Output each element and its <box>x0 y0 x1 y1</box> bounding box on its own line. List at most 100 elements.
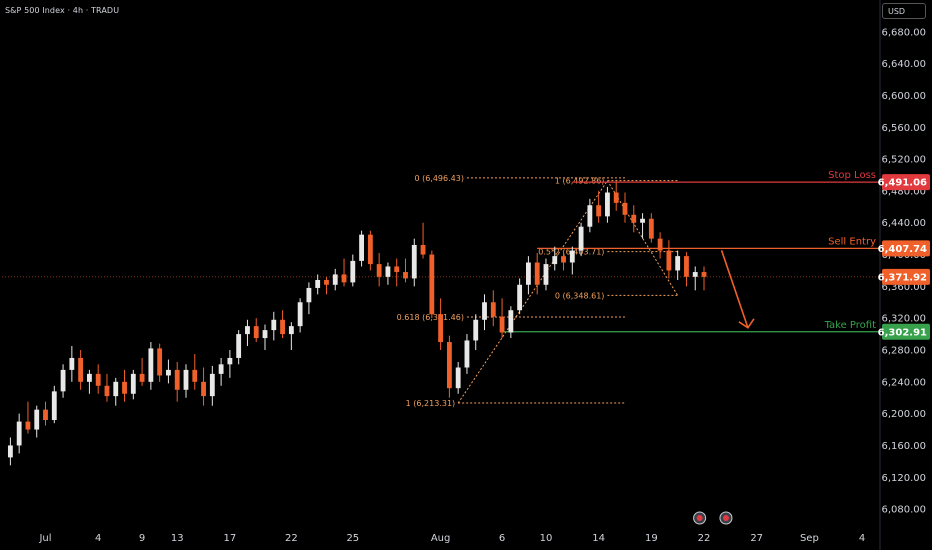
event-icon-dot <box>696 515 703 521</box>
candle-body <box>508 310 514 333</box>
candle-body <box>446 342 452 389</box>
candle-body <box>525 262 531 285</box>
candle-body <box>359 234 365 261</box>
candle-body <box>482 302 487 320</box>
candle-body <box>271 319 277 331</box>
x-tick-label: 25 <box>346 533 359 544</box>
y-tick-label: 6,600.00 <box>881 91 926 102</box>
level-tag <box>882 323 930 340</box>
candle-body <box>464 340 470 368</box>
y-tick-label: 6,560.00 <box>881 123 926 134</box>
candle-body <box>122 381 127 394</box>
x-tick-label: Sep <box>800 533 819 544</box>
y-tick-label: 6,520.00 <box>881 155 926 166</box>
current-price-tag <box>882 268 930 285</box>
candle-body <box>596 205 602 217</box>
x-tick-label: 4 <box>95 533 101 544</box>
candle-body <box>350 260 356 283</box>
trend-line-up <box>457 180 608 404</box>
candle-body <box>69 357 75 370</box>
candle-body <box>78 357 84 382</box>
y-tick-label: 6,280.00 <box>881 346 926 357</box>
x-tick-label: 27 <box>750 533 763 544</box>
y-tick-label: 6,360.00 <box>881 282 926 293</box>
y-tick-label: 6,680.00 <box>881 27 926 38</box>
fib-line-0-label: 0 (6,496.43) <box>414 174 464 183</box>
level-value: 6,407.74 <box>878 244 927 255</box>
candle-body <box>403 272 408 279</box>
candle-body <box>166 369 171 376</box>
fib-r-0-label: 0 (6,348.61) <box>555 291 605 300</box>
candle-body <box>640 218 645 223</box>
candle-body <box>534 262 540 285</box>
level-value: 6,302.91 <box>878 327 927 338</box>
x-tick-label: Aug <box>431 533 451 544</box>
y-tick-label: 6,120.00 <box>881 473 926 484</box>
candle-body <box>113 381 119 397</box>
candle-body <box>341 274 347 283</box>
level-tag <box>882 174 930 191</box>
x-tick-label: 9 <box>139 533 145 544</box>
candle-body <box>385 266 391 277</box>
x-tick-label: 10 <box>540 533 553 544</box>
event-icon-dot <box>722 515 729 521</box>
candle-body <box>587 205 593 227</box>
candle-body <box>306 287 312 303</box>
candle-body <box>25 421 31 430</box>
candle-body <box>675 256 681 271</box>
currency-selector[interactable]: USD <box>882 3 926 19</box>
y-tick-label: 6,200.00 <box>881 409 926 420</box>
y-tick-label: 6,320.00 <box>881 314 926 325</box>
candle-body <box>332 274 338 285</box>
candle-body <box>376 264 382 277</box>
candle-body <box>227 357 233 365</box>
candle-body <box>183 369 189 390</box>
candle-body <box>438 314 444 343</box>
candle-body <box>262 330 268 339</box>
candle-body <box>201 381 206 397</box>
candle-body <box>552 256 558 265</box>
candle-body <box>245 326 250 335</box>
candle-body <box>51 391 57 420</box>
y-tick-label: 6,240.00 <box>881 377 926 388</box>
candle-body <box>157 348 163 376</box>
candle-body <box>130 373 136 394</box>
projection-arrowhead <box>738 318 755 329</box>
y-tick-label: 6,160.00 <box>881 441 926 452</box>
candle-body <box>43 409 48 420</box>
candle-body <box>104 385 110 397</box>
x-tick-label: 22 <box>698 533 711 544</box>
candle-body <box>420 245 426 255</box>
candle-body <box>315 280 321 288</box>
y-tick-label: 6,480.00 <box>881 186 926 197</box>
candle-body <box>613 192 619 203</box>
candle-body <box>288 326 294 335</box>
candle-body <box>666 250 672 271</box>
fib-line-1-label: 1 (6,213.31) <box>406 399 456 408</box>
chart-title: S&P 500 Index · 4h · TRADU <box>5 6 120 15</box>
projection-arrow <box>720 250 749 329</box>
x-tick-label: Jul <box>38 533 51 544</box>
candle-body <box>297 302 303 327</box>
candle-body <box>622 202 628 215</box>
candle-body <box>209 373 215 397</box>
candle-body <box>561 256 566 263</box>
candle-body <box>490 302 496 317</box>
candle-body <box>578 226 584 251</box>
candle-body <box>648 218 654 239</box>
candle-body <box>139 373 145 382</box>
x-tick-label: 19 <box>645 533 658 544</box>
x-tick-label: 13 <box>171 533 184 544</box>
candle-body <box>60 369 66 392</box>
candle-body <box>692 272 698 277</box>
candle-body <box>657 238 663 251</box>
y-tick-label: 6,440.00 <box>881 218 926 229</box>
level-value: 6,491.06 <box>878 178 927 189</box>
candle-body <box>367 234 373 265</box>
candle-body <box>517 284 523 311</box>
level-tag <box>882 240 930 257</box>
candle-body <box>148 348 154 382</box>
candle-body <box>429 254 435 315</box>
y-tick-label: 6,080.00 <box>881 505 926 516</box>
